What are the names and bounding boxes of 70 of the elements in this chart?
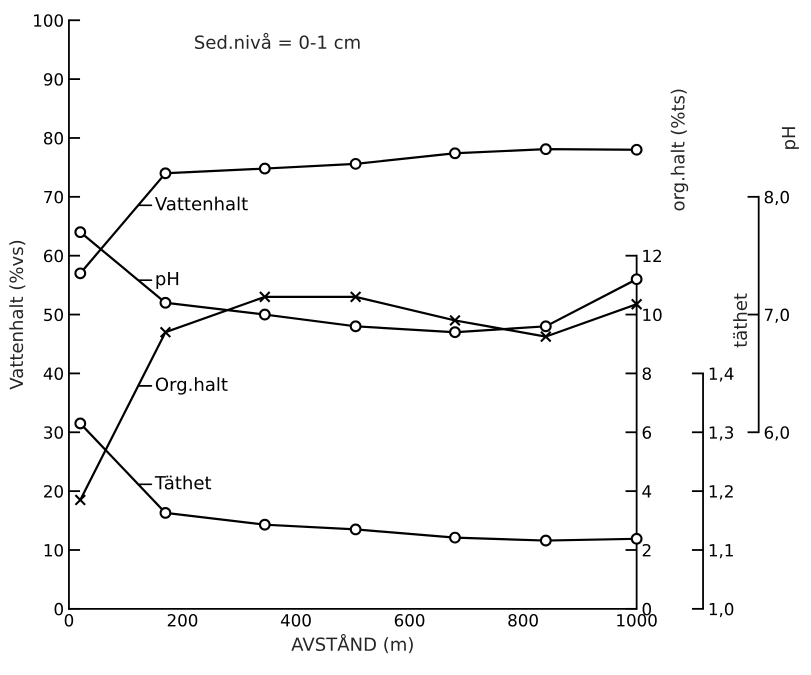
x-axis-title: AVSTÅND (m) [291,634,413,654]
y-tick-label: 7,0 [764,308,789,323]
y-tick-label: 50 [44,308,63,322]
point [449,314,461,326]
y-tick-label: 60 [44,250,63,262]
y-tick-label: 100 [34,14,63,27]
y2-tick-label: 8 [642,367,651,380]
x-tick-label: 800 [508,614,538,627]
point [350,290,362,303]
y-tick-label: 30 [44,426,63,439]
point [74,494,86,506]
point [350,158,362,170]
point [74,267,86,280]
legend-label: Vattenhalt [155,196,248,211]
y2-tick-label: 4 [642,485,652,498]
point [540,143,552,156]
point [540,330,552,343]
point [160,326,172,338]
x-tick-label: 400 [280,614,311,627]
y-tick-label: 6,0 [764,426,789,441]
point [449,532,461,544]
y3-tick-label: 1,4 [710,368,734,382]
y2-tick-label: 10 [643,308,662,322]
point [630,273,643,286]
y-tick-label: 8,0 [764,190,789,206]
y-tick-label: 70 [44,190,63,204]
y2-tick-label: 0 [642,602,651,616]
point [160,296,172,309]
text: Sed.nivå = 0-1 cm [195,32,360,50]
point [630,532,643,545]
y-tick-label: 90 [44,73,63,86]
y2-tick-label: 6 [642,426,652,439]
y2-tick-label: 12 [643,250,662,262]
point [160,167,172,180]
y3-tick-label: 1,0 [710,602,734,618]
y3-tick-label: 1,1 [710,544,733,558]
y-tick-label: 40 [44,367,63,380]
y-tick-label: 10 [44,544,63,557]
legend-label: Täthet [154,476,212,490]
point [630,144,643,156]
point [258,518,271,531]
point [258,290,271,303]
point [449,326,461,338]
y-tick-label: 80 [44,132,63,145]
x-tick-label: 600 [394,614,424,627]
point [449,147,461,160]
point [350,523,362,536]
x-tick-label: 0 [64,614,74,627]
y2-tick-label: 2 [642,544,650,556]
point [258,308,271,320]
y3-axis-title: täthet [733,293,748,348]
y-axis-title: pH [782,127,799,149]
point [258,162,271,174]
y-axis-title: Vattenhalt (%vs) [9,240,26,390]
point [630,298,643,310]
y-tick-label: 20 [44,485,63,498]
point [540,534,552,546]
point [160,507,172,519]
legend-label: Org.halt [156,377,228,395]
point [350,320,362,332]
y3-tick-label: 1,3 [710,426,734,441]
y2-axis-title: org.halt (%ts) [670,90,688,210]
point [540,320,552,332]
series-label: pH [156,272,178,289]
y-tick-label: 0 [54,602,63,616]
x-tick-label: 200 [168,614,198,627]
x-tick-label: 1000 [617,614,657,627]
point [74,226,86,238]
point [74,418,86,430]
y3-tick-label: 1,2 [710,485,733,500]
